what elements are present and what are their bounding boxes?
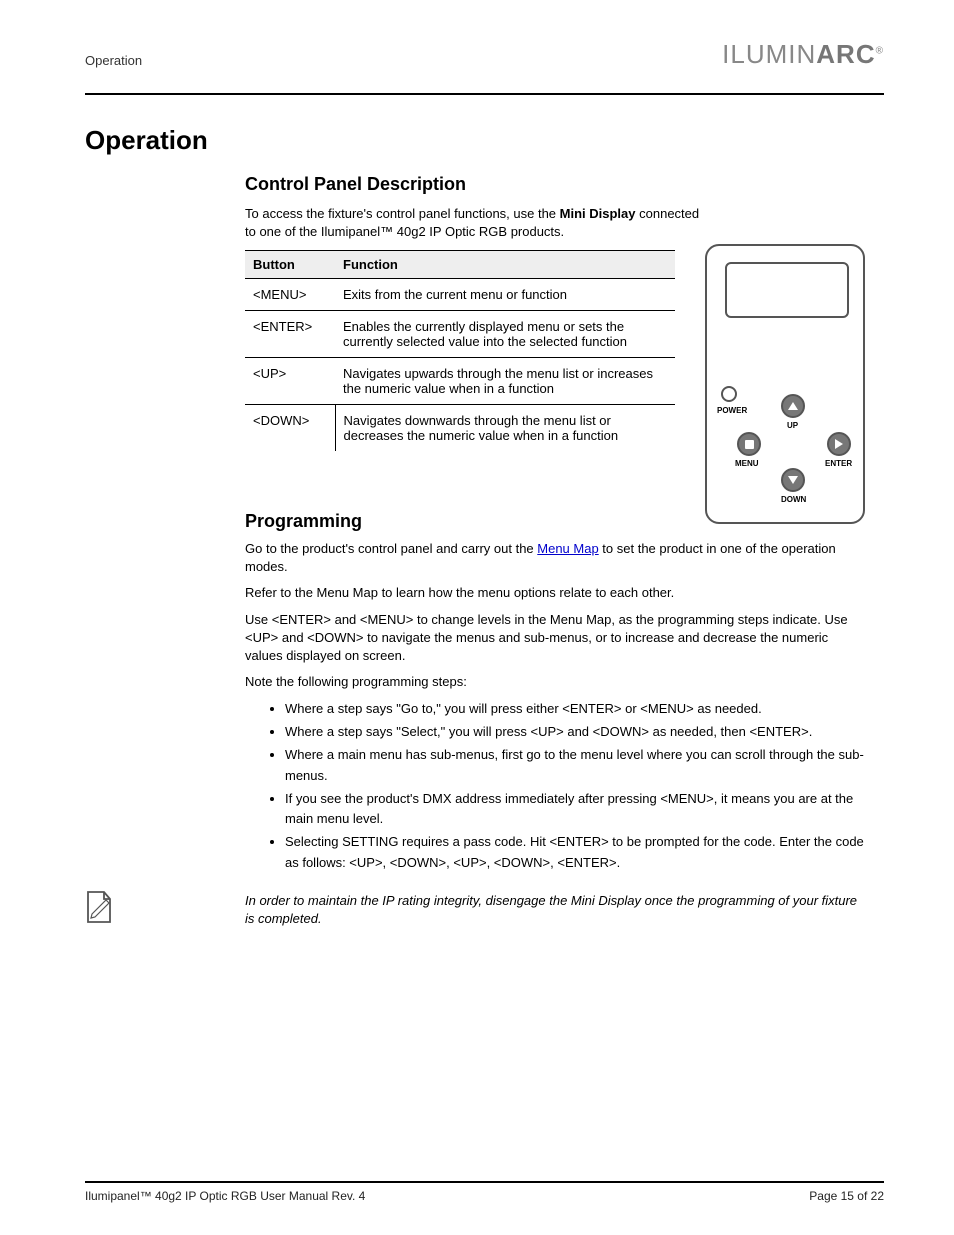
programming-p2: Refer to the Menu Map to learn how the m… [245, 584, 865, 602]
note-icon [85, 890, 113, 929]
list-item: Where a step says "Select," you will pre… [285, 722, 865, 743]
enter-label: ENTER [825, 459, 852, 468]
brand-logo: ILUMINARC® [722, 39, 884, 70]
remote-body: POWER UP MENU ENTER DOWN [705, 244, 865, 524]
remote-screen [725, 262, 849, 318]
list-item: Selecting SETTING requires a pass code. … [285, 832, 865, 874]
header-rule [85, 93, 884, 95]
programming-p4: Note the following programming steps: [245, 673, 865, 691]
programming-p1: Go to the product's control panel and ca… [245, 540, 865, 576]
programming-p3: Use <ENTER> and <MENU> to change levels … [245, 611, 865, 666]
enter-button-icon [827, 432, 851, 456]
note-row: In order to maintain the IP rating integ… [85, 892, 884, 932]
cell-button-3: <DOWN> [245, 405, 335, 452]
triangle-up-icon [788, 402, 798, 410]
triangle-right-icon [835, 439, 843, 449]
cp-desc-bold: Mini Display [560, 206, 636, 221]
operation-heading: Operation [85, 125, 884, 156]
down-button-icon [781, 468, 805, 492]
control-panel-table: Button Function <MENU> Exits from the cu… [245, 250, 675, 451]
logo-bold: ARC [816, 39, 875, 69]
control-panel-heading: Control Panel Description [245, 174, 884, 195]
table-header-row: Button Function [245, 251, 675, 279]
programming-list: Where a step says "Go to," you will pres… [285, 699, 865, 873]
power-led-icon [721, 386, 737, 402]
col-button: Button [245, 251, 335, 279]
cell-function-1: Enables the currently displayed menu or … [335, 311, 675, 358]
cell-button-0: <MENU> [245, 279, 335, 311]
up-button-icon [781, 394, 805, 418]
cell-button-2: <UP> [245, 358, 335, 405]
table-row: <ENTER> Enables the currently displayed … [245, 311, 675, 358]
cell-button-1: <ENTER> [245, 311, 335, 358]
prog-p1-a: Go to the product's control panel and ca… [245, 541, 537, 556]
table-row: <MENU> Exits from the current menu or fu… [245, 279, 675, 311]
list-item: If you see the product's DMX address imm… [285, 789, 865, 831]
table-row: <DOWN> Navigates downwards through the m… [245, 405, 675, 452]
col-function: Function [335, 251, 675, 279]
cp-desc-a: To access the fixture's control panel fu… [245, 206, 560, 221]
cell-function-0: Exits from the current menu or function [335, 279, 675, 311]
list-item: Where a step says "Go to," you will pres… [285, 699, 865, 720]
up-label: UP [787, 421, 798, 430]
table-row: <UP> Navigates upwards through the menu … [245, 358, 675, 405]
list-item: Where a main menu has sub-menus, first g… [285, 745, 865, 787]
footer-left: Ilumipanel™ 40g2 IP Optic RGB User Manua… [85, 1189, 365, 1203]
cell-function-2: Navigates upwards through the menu list … [335, 358, 675, 405]
square-icon [745, 440, 754, 449]
footer-rule [85, 1181, 884, 1183]
cell-function-3: Navigates downwards through the menu lis… [335, 405, 675, 452]
logo-reg: ® [876, 45, 884, 56]
menu-label: MENU [735, 459, 759, 468]
triangle-down-icon [788, 476, 798, 484]
down-label: DOWN [781, 495, 806, 504]
page-footer: Ilumipanel™ 40g2 IP Optic RGB User Manua… [85, 1181, 884, 1203]
power-label: POWER [717, 406, 747, 415]
menu-map-link[interactable]: Menu Map [537, 541, 598, 556]
footer-right: Page 15 of 22 [809, 1189, 884, 1203]
logo-thin: ILUMIN [722, 39, 816, 69]
note-text: In order to maintain the IP rating integ… [245, 892, 865, 928]
control-panel-description: To access the fixture's control panel fu… [245, 205, 705, 240]
mini-display-illustration: POWER UP MENU ENTER DOWN [705, 244, 870, 529]
header-section-label: Operation [85, 53, 142, 68]
menu-button-icon [737, 432, 761, 456]
